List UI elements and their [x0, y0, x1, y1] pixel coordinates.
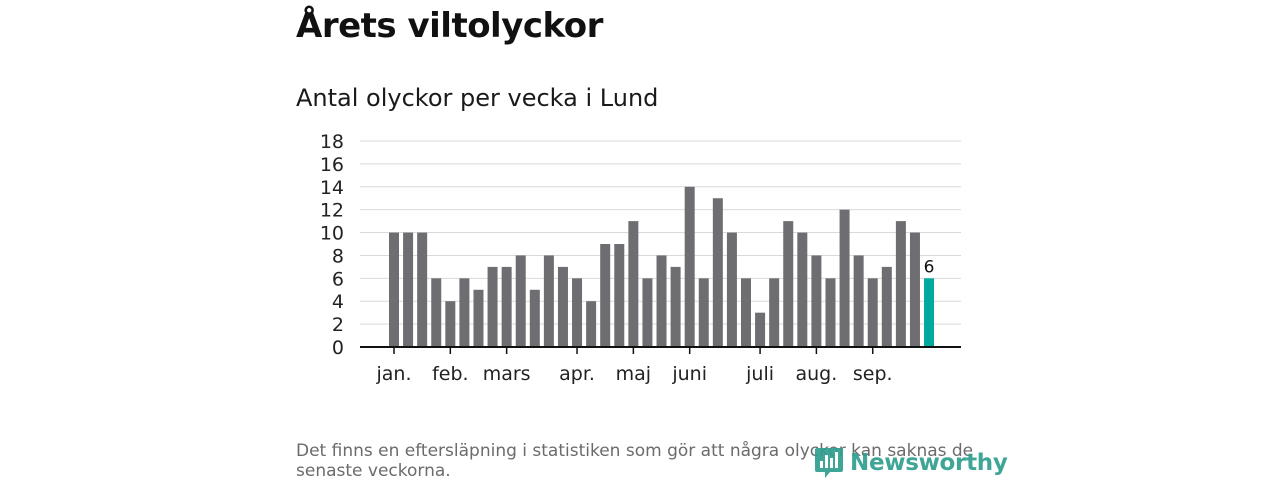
bar [726, 232, 737, 347]
x-tick-label: jan. [375, 363, 411, 385]
x-tick-label: aug. [796, 363, 838, 385]
bar-current-week [924, 278, 935, 347]
bar [867, 278, 878, 347]
x-tick-label: sep. [853, 363, 893, 385]
y-tick-label: 4 [332, 291, 344, 313]
bar [417, 232, 428, 347]
data-label: 6 [924, 257, 935, 277]
bar [445, 301, 456, 347]
bar [543, 255, 554, 347]
y-tick-label: 12 [320, 200, 344, 222]
bar [600, 244, 611, 347]
bar [586, 301, 597, 347]
newsworthy-logo-icon [815, 448, 843, 478]
bar [557, 266, 568, 347]
bar [853, 255, 864, 347]
y-tick-label: 6 [332, 268, 344, 290]
bar [572, 278, 583, 347]
bar [755, 312, 766, 347]
y-tick-label: 16 [320, 154, 344, 176]
bar [628, 221, 639, 347]
bar [881, 266, 892, 347]
x-axis-month-ticks: jan. feb. mars apr. maj juni juli aug. sep. [375, 347, 893, 385]
bar [698, 278, 709, 347]
bar [684, 186, 695, 347]
bars [389, 186, 935, 347]
bar [431, 278, 442, 347]
bar [501, 266, 512, 347]
bar [487, 266, 498, 347]
bar [741, 278, 751, 347]
x-tick-label: juli [745, 363, 774, 385]
bar [403, 232, 414, 347]
footnote: Det finns en eftersläpning i statistiken… [296, 441, 974, 481]
y-tick-label: 8 [332, 245, 344, 267]
bar [670, 266, 681, 347]
bar [656, 255, 667, 347]
y-tick-label: 0 [332, 337, 344, 359]
x-tick-label: juni [671, 363, 707, 385]
bar [895, 221, 906, 347]
bar [515, 255, 526, 347]
bar [389, 232, 399, 347]
y-tick-label: 2 [332, 314, 344, 336]
bar [459, 278, 470, 347]
brand-name: Newsworthy [850, 450, 1008, 476]
bar [811, 255, 822, 347]
page-title: Årets viltolyckor [296, 6, 603, 46]
y-tick-label: 14 [320, 177, 344, 199]
bar [797, 232, 808, 347]
x-tick-label: feb. [432, 363, 468, 385]
bar [614, 244, 625, 347]
data-labels: 6 [924, 257, 935, 277]
chart-title: Antal olyckor per vecka i Lund [296, 84, 659, 112]
bar [712, 198, 723, 347]
bar [529, 289, 540, 347]
x-tick-label: mars [483, 363, 531, 385]
bar [642, 278, 653, 347]
y-tick-label: 18 [320, 131, 344, 153]
y-tick-label: 10 [320, 223, 344, 245]
bar [783, 221, 794, 347]
bar [769, 278, 780, 347]
bar [825, 278, 836, 347]
x-tick-label: maj [616, 363, 651, 385]
x-tick-label: apr. [559, 363, 595, 385]
bar [839, 209, 850, 347]
newsworthy-logo: Newsworthy [814, 446, 1008, 480]
bar [909, 232, 920, 347]
bar [473, 289, 484, 347]
